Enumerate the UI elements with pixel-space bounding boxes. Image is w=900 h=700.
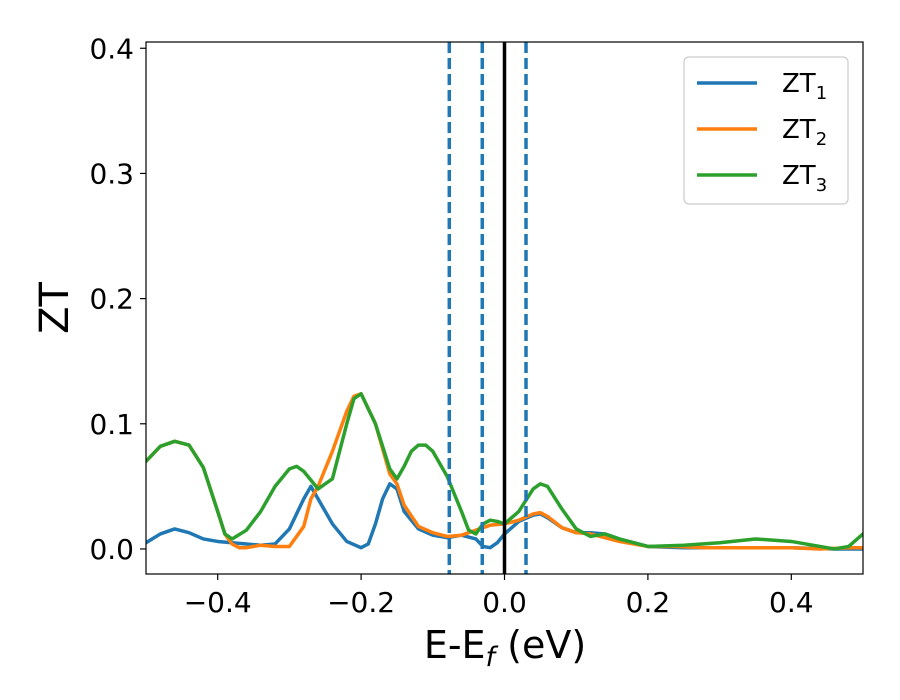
plot-layer bbox=[146, 42, 863, 574]
x-tick-label: −0.2 bbox=[327, 586, 395, 619]
y-tick-label: 0.1 bbox=[89, 408, 134, 441]
y-tick-label: 0.4 bbox=[89, 32, 134, 65]
x-tick-label: −0.4 bbox=[184, 586, 252, 619]
legend-label-zt1: ZT1 bbox=[782, 69, 827, 104]
x-tick-label: 0.4 bbox=[769, 586, 814, 619]
series-line-zt3 bbox=[146, 392, 863, 551]
legend-label-zt2: ZT2 bbox=[782, 115, 827, 150]
legend-box bbox=[683, 56, 849, 205]
y-tick-label: 0.0 bbox=[89, 533, 134, 566]
y-axis-label: ZT bbox=[32, 282, 78, 334]
x-axis-label: E-Ef (eV) bbox=[424, 623, 586, 673]
legend-label-zt3: ZT3 bbox=[782, 161, 827, 196]
x-tick-label: 0.0 bbox=[482, 586, 527, 619]
x-axis-label-tail: (eV) bbox=[495, 623, 586, 667]
x-axis: −0.4 −0.2 0.0 0.2 0.4 bbox=[184, 574, 814, 619]
x-axis-label-main: E-E bbox=[424, 623, 486, 667]
legend: ZT1 ZT2 ZT3 bbox=[683, 56, 849, 205]
y-tick-label: 0.3 bbox=[89, 157, 134, 190]
y-tick-label: 0.2 bbox=[89, 283, 134, 316]
x-tick-label: 0.2 bbox=[626, 586, 671, 619]
y-axis: 0.0 0.1 0.2 0.3 0.4 bbox=[89, 32, 146, 566]
